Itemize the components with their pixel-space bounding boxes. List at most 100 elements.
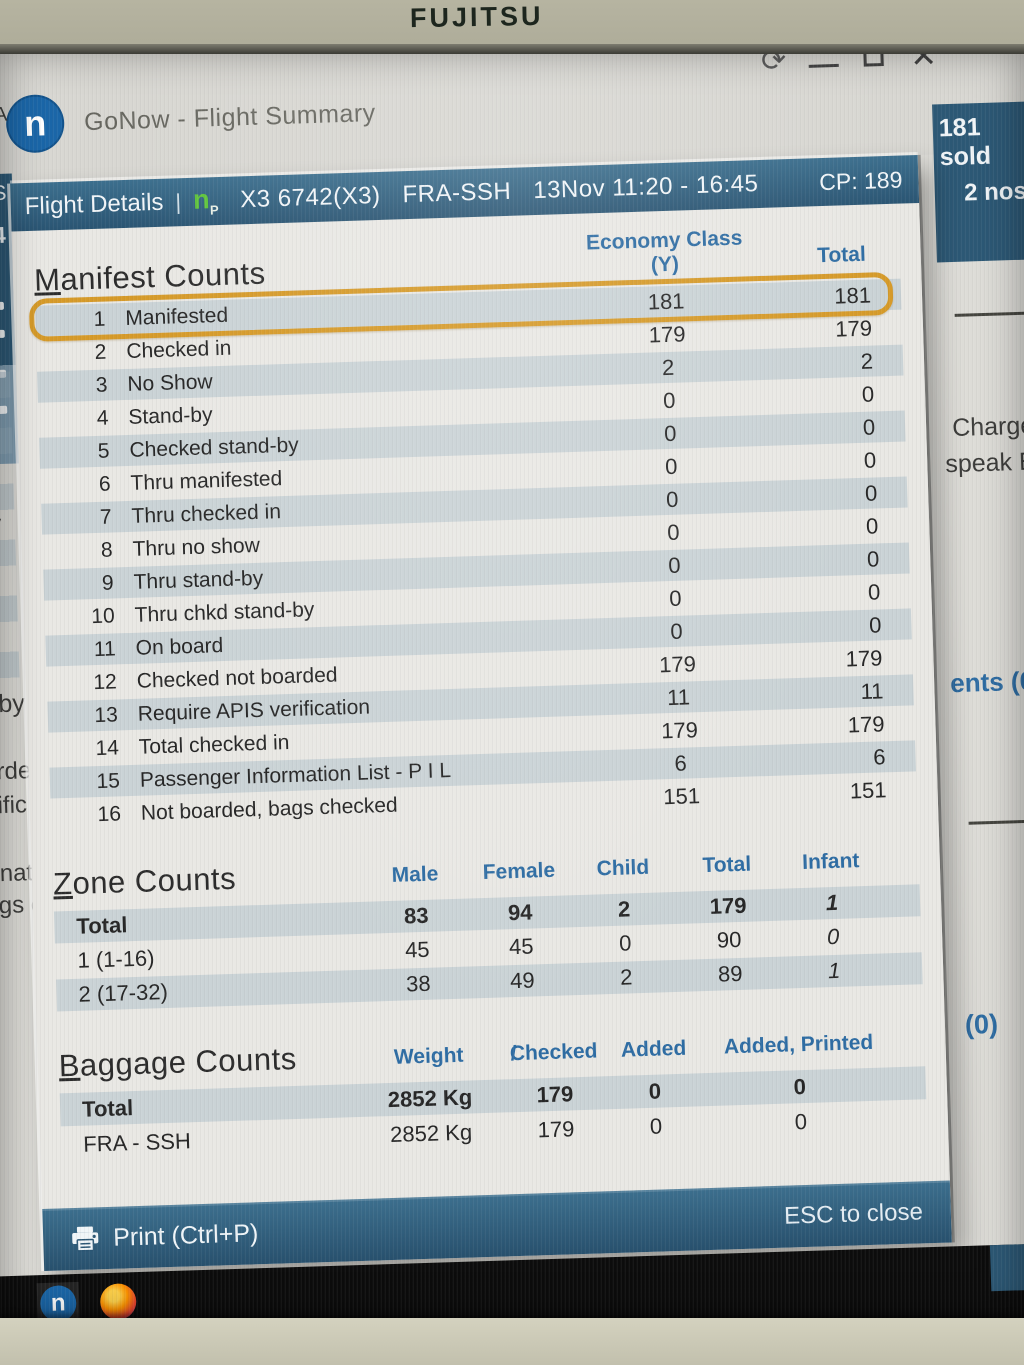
bg-fragment-right: ents (0 [949,665,1024,699]
economy-value: 0 [664,453,678,479]
column-header-economy: Economy Class (Y) [585,226,743,277]
total-value: 179 [834,315,873,342]
added-printed-value: 0 [794,1108,808,1134]
bg-fragment-bottom-right [989,1242,1024,1292]
header-slash: / [510,1042,517,1066]
infant-value: 1 [827,957,841,984]
row-number: 1 [93,307,106,331]
economy-value: 0 [665,486,679,512]
female-value: 94 [507,899,533,926]
male-value: 83 [403,902,429,929]
economy-value: 0 [666,519,680,545]
economy-value: 179 [648,320,686,348]
economy-value: 0 [663,420,677,446]
female-value: 45 [508,933,534,960]
child-value: 2 [617,896,631,922]
economy-value: 2 [661,354,675,380]
row-label: 2 (17-32) [78,978,169,1007]
gonow-logo-icon: n [7,95,64,152]
row-number: 15 [96,768,121,793]
bg-fragment-right-panel: 181 sold 2 nos [932,101,1024,263]
row-number: 7 [99,505,112,529]
column-header-female: Female [482,858,556,885]
bg-fragment-left: -S [0,181,7,206]
row-number: 8 [100,537,113,562]
total-value: 179 [847,710,885,737]
row-number: 16 [97,801,122,826]
economy-value: 0 [669,618,683,644]
bg-fragment-left: . A [0,103,8,127]
child-value: 2 [619,964,633,990]
screen: ⟳ — ✕ n GoNow - Flight Summary . A ch -S… [0,48,1024,1318]
modal-footer: Print (Ctrl+P) ESC to close [42,1180,952,1271]
row-number: 2 [94,340,107,364]
esc-to-close-label: ESC to close [783,1198,924,1230]
row-number: 3 [95,373,108,397]
total-value: 89 [717,960,743,987]
column-header-infant: Infant [801,849,860,874]
monitor-brand: FUJITSU [409,0,544,34]
capacity-value: CP: 189 [818,165,903,195]
monitor-bezel-top: FUJITSU [0,0,1024,48]
bg-fragment-left: ific [0,791,28,820]
total-value: 6 [872,743,886,770]
monitor-bezel-bottom [0,1318,1024,1365]
flight-datetime: 13Nov 11:20 - 16:45 [532,170,759,205]
row-number: 11 [93,636,117,661]
row-label: Total [81,1094,134,1122]
row-number: 14 [95,735,120,760]
bg-fragment-left: y [0,510,2,539]
row-label: 1 (1-16) [77,945,155,973]
total-value: 0 [868,611,882,638]
economy-value: 181 [647,287,685,315]
row-number: 13 [94,702,119,727]
separator: | [175,189,182,215]
male-value: 38 [405,970,432,997]
row-number: 5 [97,439,110,463]
total-value: 90 [716,926,742,953]
bg-fragment-right: 2 nos [963,177,1024,207]
total-value: 0 [864,479,878,506]
total-value: 0 [863,446,877,473]
row-number: 9 [101,570,115,595]
economy-value: 179 [658,650,697,677]
menu-bar-icon [0,301,5,311]
total-value: 0 [861,380,875,407]
app-title-row: n GoNow - Flight Summary [7,86,376,152]
flight-details-label: Flight Details [24,188,164,221]
total-value: 11 [860,677,884,704]
total-value: 151 [849,776,887,803]
taskbar-gonow-icon[interactable]: n [36,1281,80,1318]
zone-table: Total 83 94 2 179 1 1 (1-16) 45 45 0 90 … [54,883,923,1012]
economy-value: 179 [660,716,699,743]
row-label: Total [76,912,128,939]
bg-fragment-right: speak E [944,447,1024,479]
print-button-label: Print (Ctrl+P) [112,1218,259,1252]
bg-fragment-left: 44 [0,221,7,249]
economy-value: 151 [662,782,701,809]
bg-fragment-left: rde [0,757,32,786]
total-value: 2 [860,348,874,374]
gonow-icon: n [39,1285,77,1318]
row-number: 6 [98,472,111,496]
zone-title: Zone Counts [52,860,237,902]
checked-value: 179 [537,1115,575,1142]
print-button[interactable]: Print (Ctrl+P) [71,1219,259,1254]
row-number: 12 [93,669,118,694]
bg-divider [968,819,1024,825]
printer-icon [72,1226,99,1252]
child-value: 0 [618,930,632,956]
total-value: 0 [862,413,876,440]
added-value: 0 [649,1113,663,1139]
app-title: GoNow - Flight Summary [83,98,377,136]
weight-value: 2852 Kg [387,1083,473,1112]
flight-number: X3 6742(X3) [239,181,381,214]
column-header-total: Total [816,242,867,268]
bg-fragment-left: by [0,689,26,719]
gonow-green-logo-icon: nP [192,184,219,218]
economy-value: 0 [668,585,682,611]
taskbar-firefox-icon[interactable] [97,1280,140,1318]
total-value: 0 [865,512,879,539]
economy-value: 6 [674,750,688,776]
monitor-bezel-edge [0,44,1024,54]
